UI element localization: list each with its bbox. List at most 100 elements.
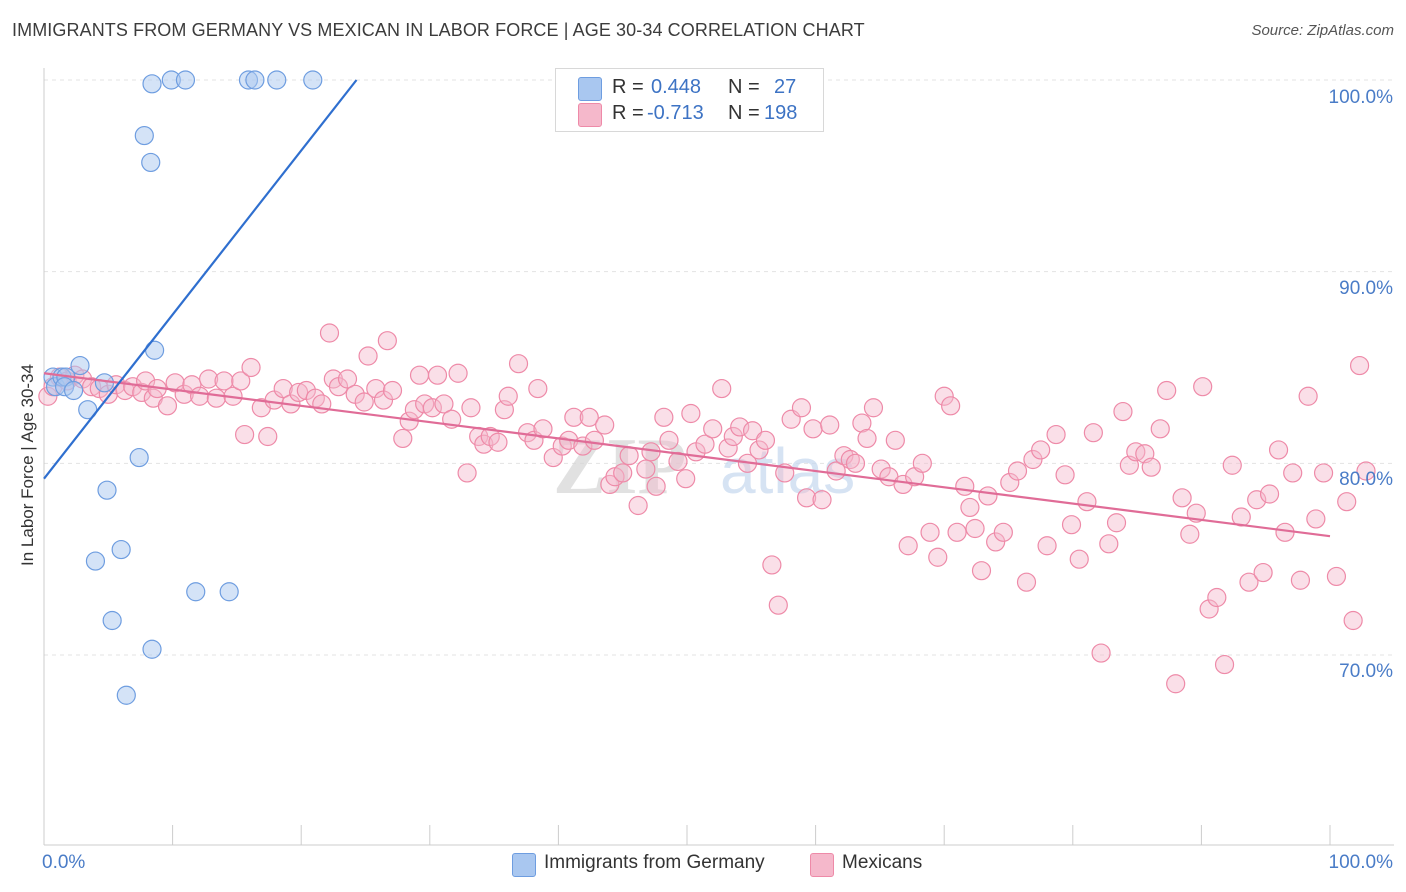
mexican-point	[241, 357, 261, 378]
mexican-point	[1199, 599, 1219, 619]
germany-point	[303, 70, 323, 90]
germany-point	[94, 373, 115, 393]
r-value: 0.448	[651, 76, 702, 98]
mexican-point	[654, 407, 674, 427]
mexican-point	[941, 396, 961, 416]
mexican-point	[1207, 587, 1227, 608]
mexican-point	[857, 428, 877, 449]
mexican-point	[768, 595, 788, 615]
germany-point	[102, 610, 122, 631]
mexican-point	[920, 522, 940, 542]
germany-point	[219, 582, 239, 602]
mexican-point	[826, 461, 846, 481]
mexican-point	[955, 476, 975, 496]
n-label: N =	[728, 76, 760, 98]
n-label: N =	[728, 102, 760, 124]
mexican-point	[258, 426, 278, 447]
mexican-point	[820, 415, 840, 435]
mexican-point	[1290, 570, 1311, 590]
mexican-point	[579, 407, 599, 427]
trend-lines	[43, 79, 1331, 538]
mexican-point	[1031, 440, 1051, 460]
x-tick-label: 0.0%	[42, 852, 86, 873]
mexican-point	[852, 413, 872, 433]
mexican-point	[498, 386, 518, 406]
mexican-point	[528, 378, 548, 399]
germany-point	[141, 152, 161, 173]
y-tick-label: 80.0%	[1339, 469, 1393, 490]
correlation-legend: R = 0.448 N = 27 R = -0.713 N = 198	[555, 68, 824, 132]
n-value: 198	[764, 102, 798, 124]
mexican-point	[337, 369, 358, 389]
watermark: ZIP atlas	[553, 423, 855, 511]
legend-mexicans-label: Mexicans	[842, 852, 923, 873]
mexican-point	[157, 396, 178, 416]
germany-point	[111, 539, 131, 560]
germany-point	[70, 355, 90, 376]
svg-text:ZIP: ZIP	[553, 423, 686, 511]
mexican-point	[1306, 509, 1326, 529]
mexican-point	[1055, 465, 1075, 485]
mexican-point	[1343, 610, 1363, 631]
germany-point	[245, 70, 265, 90]
mexican-point	[971, 561, 992, 581]
mexican-point	[695, 434, 715, 454]
mexicans-swatch	[578, 103, 602, 127]
mexican-point	[628, 495, 648, 516]
mexican-point	[434, 394, 454, 414]
mexican-point	[1172, 488, 1192, 508]
mexican-point	[595, 415, 615, 435]
mexican-point	[564, 407, 584, 427]
mexican-point	[366, 378, 386, 399]
mexican-point	[993, 522, 1013, 542]
mexican-point	[319, 323, 340, 343]
y-axis-label: In Labor Force | Age 30-34	[18, 364, 37, 566]
mexican-point	[461, 398, 481, 418]
mexican-point	[474, 434, 494, 454]
mexican-point	[1091, 643, 1111, 663]
y-tick-label: 100.0%	[1328, 87, 1393, 108]
mexican-point	[1016, 572, 1037, 592]
mexican-point	[235, 424, 255, 445]
mexican-point	[231, 371, 251, 391]
mexican-point	[840, 449, 860, 470]
mexicans-points	[38, 323, 1376, 694]
mexican-point	[762, 555, 782, 575]
r-label: R =	[612, 102, 644, 124]
mexican-point	[422, 398, 442, 418]
mexican-point	[718, 438, 738, 458]
mexican-point	[960, 497, 980, 518]
mexican-point	[893, 474, 913, 495]
mexican-point	[749, 440, 769, 460]
germany-point	[175, 70, 196, 90]
mexican-point	[448, 363, 468, 383]
mexican-point	[377, 331, 397, 351]
mexican-point	[1141, 457, 1161, 477]
mexican-point	[508, 354, 529, 374]
mexican-point	[986, 532, 1006, 552]
mexican-point	[619, 446, 639, 466]
germany-point	[267, 70, 287, 90]
mexican-point	[289, 382, 309, 403]
germany-point	[85, 551, 106, 571]
mexican-point	[393, 428, 413, 449]
germany-point	[97, 480, 117, 500]
mexican-point	[533, 419, 553, 439]
germany-point	[129, 447, 149, 468]
mexican-point	[703, 419, 723, 439]
mexican-point	[1214, 654, 1235, 675]
mexican-point	[1113, 401, 1133, 422]
mexican-point	[791, 398, 812, 418]
mexican-point	[354, 392, 374, 412]
mexican-point	[480, 426, 500, 447]
mexican-point	[1007, 461, 1028, 481]
mexican-point	[659, 430, 679, 450]
germany-points	[43, 70, 323, 705]
r-value: -0.713	[647, 102, 704, 124]
mexican-point	[812, 490, 832, 510]
mexican-point	[1268, 440, 1289, 460]
mexican-point	[742, 421, 763, 441]
germany-point	[134, 125, 154, 146]
germany-trend-line	[43, 79, 358, 480]
mexican-point	[928, 547, 948, 567]
